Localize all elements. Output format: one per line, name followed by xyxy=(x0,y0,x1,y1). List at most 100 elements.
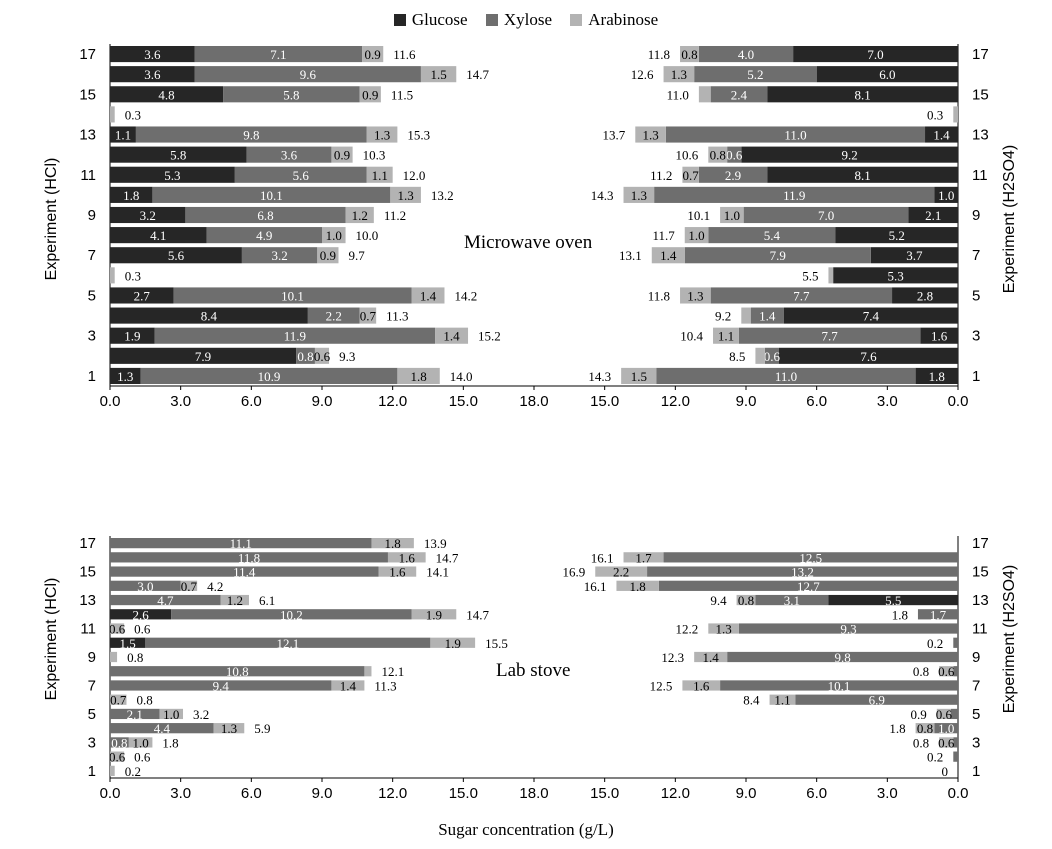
data-label-right-bottom: 0.8 xyxy=(738,593,754,608)
data-label-right-top: 0.7 xyxy=(683,168,700,183)
bar-segment-arabinose-right-top xyxy=(708,146,728,163)
bar-segment-xylose-right-top xyxy=(656,367,916,384)
bar-segment-arabinose-right-top xyxy=(741,307,751,324)
data-label-left-bottom: 1.5 xyxy=(120,636,136,651)
total-label-left-top: 0.3 xyxy=(125,268,141,283)
total-label-left-top: 14.7 xyxy=(466,67,489,82)
bar-segment-xylose-left-bottom xyxy=(145,637,431,648)
data-label-left-top: 9.6 xyxy=(300,67,317,82)
bar-segment-glucose-right-top xyxy=(783,307,958,324)
data-label-left-bottom: 0.7 xyxy=(110,693,127,708)
bar-segment-glucose-right-top xyxy=(835,227,958,244)
x-tick-label-left-top: 3.0 xyxy=(170,393,191,410)
bar-segment-xylose-right-top xyxy=(727,146,742,163)
bar-segment-arabinose-left-top xyxy=(359,307,377,324)
data-label-left-top: 0.9 xyxy=(362,87,378,102)
x-tick-label-left-top: 15.0 xyxy=(449,393,478,410)
data-label-left-bottom: 1.0 xyxy=(163,707,179,722)
y-tick-label-left-top: 3 xyxy=(88,328,96,345)
bar-segment-arabinose-left-bottom xyxy=(110,765,115,776)
data-label-right-top: 7.7 xyxy=(821,329,838,344)
bar-segment-arabinose-right-top xyxy=(684,227,709,244)
bar-segment-arabinose-right-top xyxy=(755,347,765,364)
data-label-right-top: 11.0 xyxy=(775,369,797,384)
bar-segment-arabinose-left-top xyxy=(317,247,339,264)
total-label-right-bottom: 16.1 xyxy=(591,550,614,565)
x-tick-label-right-top: 3.0 xyxy=(877,393,898,410)
bar-segment-glucose-right-top xyxy=(816,66,958,83)
bar-segment-xylose-right-top xyxy=(750,307,784,324)
legend-swatch-xylose xyxy=(485,14,498,26)
bar-segment-arabinose-left-top xyxy=(362,46,384,63)
bar-segment-arabinose-left-top xyxy=(314,347,330,364)
bar-segment-arabinose-right-top xyxy=(828,267,834,284)
bar-segment-xylose-right-bottom xyxy=(755,594,829,606)
data-label-left-top: 10.9 xyxy=(258,369,281,384)
data-label-left-top: 0.8 xyxy=(297,349,313,364)
bar-segment-arabinose-left-bottom xyxy=(430,637,476,648)
legend: Glucose Xylose Arabinose xyxy=(0,10,1052,30)
bar-segment-glucose-right-top xyxy=(925,126,958,143)
data-label-left-bottom: 1.9 xyxy=(426,607,442,622)
x-tick-label-right-bottom: 12.0 xyxy=(661,785,690,802)
data-label-right-top: 0.8 xyxy=(710,148,726,163)
x-tick-label-right-top: 12.0 xyxy=(661,393,690,410)
data-label-right-bottom: 1.1 xyxy=(774,693,790,708)
x-tick-label-right-top: 0.0 xyxy=(948,393,969,410)
total-label-right-top: 14.3 xyxy=(588,369,611,384)
bar-segment-arabinose-left-bottom xyxy=(378,566,417,577)
data-label-left-top: 0.6 xyxy=(314,349,331,364)
bar-segment-arabinose-left-bottom xyxy=(159,708,184,720)
data-label-right-top: 8.1 xyxy=(854,87,870,102)
data-label-right-top: 6.0 xyxy=(879,67,895,82)
data-label-left-top: 4.1 xyxy=(150,228,166,243)
y-tick-label-left-bottom: 5 xyxy=(88,706,96,723)
y-tick-label-right-top: 3 xyxy=(972,328,980,345)
y-tick-label-left-top: 13 xyxy=(79,127,96,144)
data-label-right-top: 4.0 xyxy=(738,47,754,62)
panel-title-top: Microwave oven xyxy=(464,232,593,253)
data-label-left-bottom: 0.6 xyxy=(109,750,126,765)
data-label-left-bottom: 11.1 xyxy=(230,536,252,551)
data-label-left-top: 4.9 xyxy=(256,228,272,243)
bar-segment-arabinose-left-top xyxy=(345,206,374,224)
total-label-right-top: 8.5 xyxy=(729,349,745,364)
total-label-left-top: 10.3 xyxy=(363,148,386,163)
total-label-left-top: 9.3 xyxy=(339,349,355,364)
total-label-left-top: 15.3 xyxy=(407,128,430,143)
data-label-left-bottom: 0.8 xyxy=(111,735,127,750)
bar-segment-glucose-right-top xyxy=(793,46,958,63)
total-label-left-bottom: 0.6 xyxy=(134,750,151,765)
bar-segment-xylose-left-bottom xyxy=(110,723,214,734)
bar-segment-xylose-right-top xyxy=(743,206,909,224)
bar-segment-xylose-left-top xyxy=(296,347,315,364)
y-tick-label-right-bottom: 17 xyxy=(972,535,989,552)
total-label-left-bottom: 5.9 xyxy=(254,721,270,736)
data-label-left-top: 3.2 xyxy=(271,248,287,263)
bar-segment-xylose-right-bottom xyxy=(917,609,958,620)
bar-segment-xylose-right-top xyxy=(698,46,794,63)
data-label-left-top: 3.2 xyxy=(140,208,156,223)
data-label-left-top: 4.8 xyxy=(158,87,174,102)
total-label-right-top: 12.6 xyxy=(631,67,654,82)
bar-segment-xylose-right-bottom xyxy=(953,637,958,648)
data-label-right-bottom: 0.6 xyxy=(938,735,955,750)
x-tick-label-left-bottom: 15.0 xyxy=(449,785,478,802)
y-axis-label-hcl-bottom: Experiment (HCl) xyxy=(43,577,60,701)
legend-label-xylose: Xylose xyxy=(503,10,552,29)
total-label-right-top: 9.2 xyxy=(715,309,731,324)
data-label-left-top: 1.4 xyxy=(420,288,437,303)
data-label-right-top: 2.9 xyxy=(725,168,741,183)
bar-segment-glucose-right-top xyxy=(892,287,958,304)
data-label-right-bottom: 9.8 xyxy=(834,650,850,665)
bar-segment-arabinose-left-bottom xyxy=(387,552,426,563)
bar-segment-arabinose-left-bottom xyxy=(371,538,414,549)
data-label-right-top: 1.3 xyxy=(687,288,703,303)
data-label-right-bottom: 5.5 xyxy=(885,593,901,608)
bar-segment-arabinose-left-bottom xyxy=(331,680,365,691)
bar-segment-glucose-right-top xyxy=(915,367,958,384)
bar-segment-xylose-right-bottom xyxy=(720,680,958,691)
bar-segment-xylose-right-bottom xyxy=(795,694,958,705)
x-tick-label-right-top: 15.0 xyxy=(590,393,619,410)
data-label-right-top: 1.0 xyxy=(688,228,704,243)
